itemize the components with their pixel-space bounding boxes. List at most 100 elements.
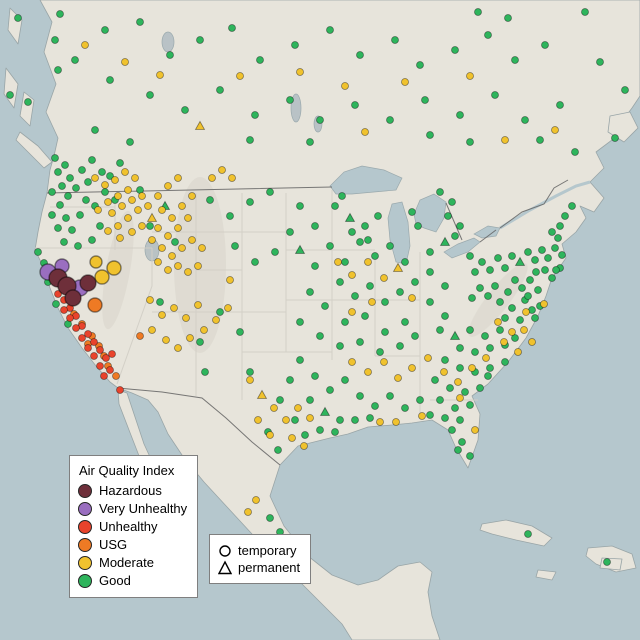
station-good[interactable]: [266, 514, 274, 522]
station-good[interactable]: [456, 222, 464, 230]
station-good[interactable]: [341, 258, 349, 266]
station-moderate[interactable]: [424, 354, 432, 362]
station-good[interactable]: [561, 212, 569, 220]
station-moderate[interactable]: [111, 176, 119, 184]
station-good[interactable]: [56, 201, 64, 209]
station-good[interactable]: [484, 31, 492, 39]
station-good[interactable]: [568, 202, 576, 210]
station-moderate[interactable]: [162, 336, 170, 344]
station-good[interactable]: [611, 134, 619, 142]
station-good[interactable]: [401, 318, 409, 326]
station-moderate[interactable]: [154, 192, 162, 200]
station-good[interactable]: [356, 338, 364, 346]
station-moderate[interactable]: [256, 389, 268, 399]
station-good[interactable]: [246, 198, 254, 206]
station-good[interactable]: [381, 328, 389, 336]
station-unhealthy[interactable]: [54, 290, 62, 298]
station-good[interactable]: [336, 416, 344, 424]
station-unhealthy[interactable]: [100, 372, 108, 380]
station-moderate[interactable]: [148, 326, 156, 334]
station-good[interactable]: [356, 238, 364, 246]
station-good[interactable]: [51, 154, 59, 162]
station-good[interactable]: [56, 10, 64, 18]
station-moderate[interactable]: [392, 262, 404, 272]
station-moderate[interactable]: [501, 136, 509, 144]
station-good[interactable]: [356, 51, 364, 59]
station-good[interactable]: [518, 284, 526, 292]
station-good[interactable]: [436, 188, 444, 196]
station-good[interactable]: [71, 56, 79, 64]
station-good[interactable]: [34, 248, 42, 256]
station-moderate[interactable]: [198, 244, 206, 252]
station-good[interactable]: [401, 404, 409, 412]
station-moderate[interactable]: [174, 174, 182, 182]
station-moderate[interactable]: [108, 209, 116, 217]
station-good[interactable]: [271, 248, 279, 256]
station-good[interactable]: [286, 96, 294, 104]
station-unhealthy[interactable]: [78, 334, 86, 342]
station-good[interactable]: [451, 46, 459, 54]
station-good[interactable]: [106, 76, 114, 84]
station-good[interactable]: [414, 222, 422, 230]
station-good[interactable]: [476, 284, 484, 292]
station-good[interactable]: [338, 192, 346, 200]
station-moderate[interactable]: [254, 416, 262, 424]
station-moderate[interactable]: [471, 426, 479, 434]
station-good[interactable]: [496, 298, 504, 306]
station-good[interactable]: [386, 242, 394, 250]
station-moderate[interactable]: [514, 348, 522, 356]
station-good[interactable]: [508, 304, 516, 312]
station-good[interactable]: [538, 246, 546, 254]
station-good[interactable]: [251, 258, 259, 266]
station-good[interactable]: [236, 328, 244, 336]
station-good[interactable]: [411, 278, 419, 286]
station-good[interactable]: [146, 91, 154, 99]
station-good[interactable]: [474, 8, 482, 16]
station-good[interactable]: [511, 56, 519, 64]
station-good[interactable]: [446, 384, 454, 392]
station-good[interactable]: [468, 294, 476, 302]
station-good[interactable]: [371, 402, 379, 410]
station-good[interactable]: [521, 116, 529, 124]
station-good[interactable]: [306, 138, 314, 146]
station-moderate[interactable]: [300, 442, 308, 450]
station-good[interactable]: [444, 212, 452, 220]
station-good[interactable]: [196, 338, 204, 346]
station-good[interactable]: [88, 236, 96, 244]
station-moderate[interactable]: [146, 296, 154, 304]
station-good[interactable]: [408, 208, 416, 216]
station-moderate[interactable]: [456, 394, 464, 402]
station-moderate[interactable]: [174, 224, 182, 232]
station-good[interactable]: [246, 136, 254, 144]
station-unhealthy[interactable]: [106, 366, 114, 374]
station-good[interactable]: [156, 298, 164, 306]
station-good[interactable]: [486, 266, 494, 274]
station-moderate[interactable]: [252, 496, 260, 504]
station-moderate[interactable]: [101, 181, 109, 189]
station-good[interactable]: [581, 8, 589, 16]
station-good[interactable]: [441, 312, 449, 320]
station-good[interactable]: [501, 264, 509, 272]
station-good[interactable]: [226, 212, 234, 220]
station-moderate[interactable]: [376, 418, 384, 426]
station-good[interactable]: [621, 86, 629, 94]
station-moderate[interactable]: [361, 128, 369, 136]
station-good[interactable]: [532, 268, 540, 276]
station-good[interactable]: [336, 342, 344, 350]
station-good[interactable]: [331, 202, 339, 210]
station-moderate[interactable]: [138, 192, 146, 200]
station-moderate[interactable]: [296, 68, 304, 76]
station-moderate[interactable]: [454, 378, 462, 386]
station-good[interactable]: [96, 222, 104, 230]
station-moderate[interactable]: [174, 344, 182, 352]
station-hazardous[interactable]: [64, 289, 82, 307]
station-moderate[interactable]: [184, 214, 192, 222]
station-good[interactable]: [181, 106, 189, 114]
station-good[interactable]: [416, 396, 424, 404]
station-good[interactable]: [436, 326, 444, 334]
station-good[interactable]: [84, 178, 92, 186]
station-good[interactable]: [508, 252, 516, 260]
station-good[interactable]: [494, 254, 502, 262]
station-moderate[interactable]: [288, 434, 296, 442]
station-good[interactable]: [48, 188, 56, 196]
